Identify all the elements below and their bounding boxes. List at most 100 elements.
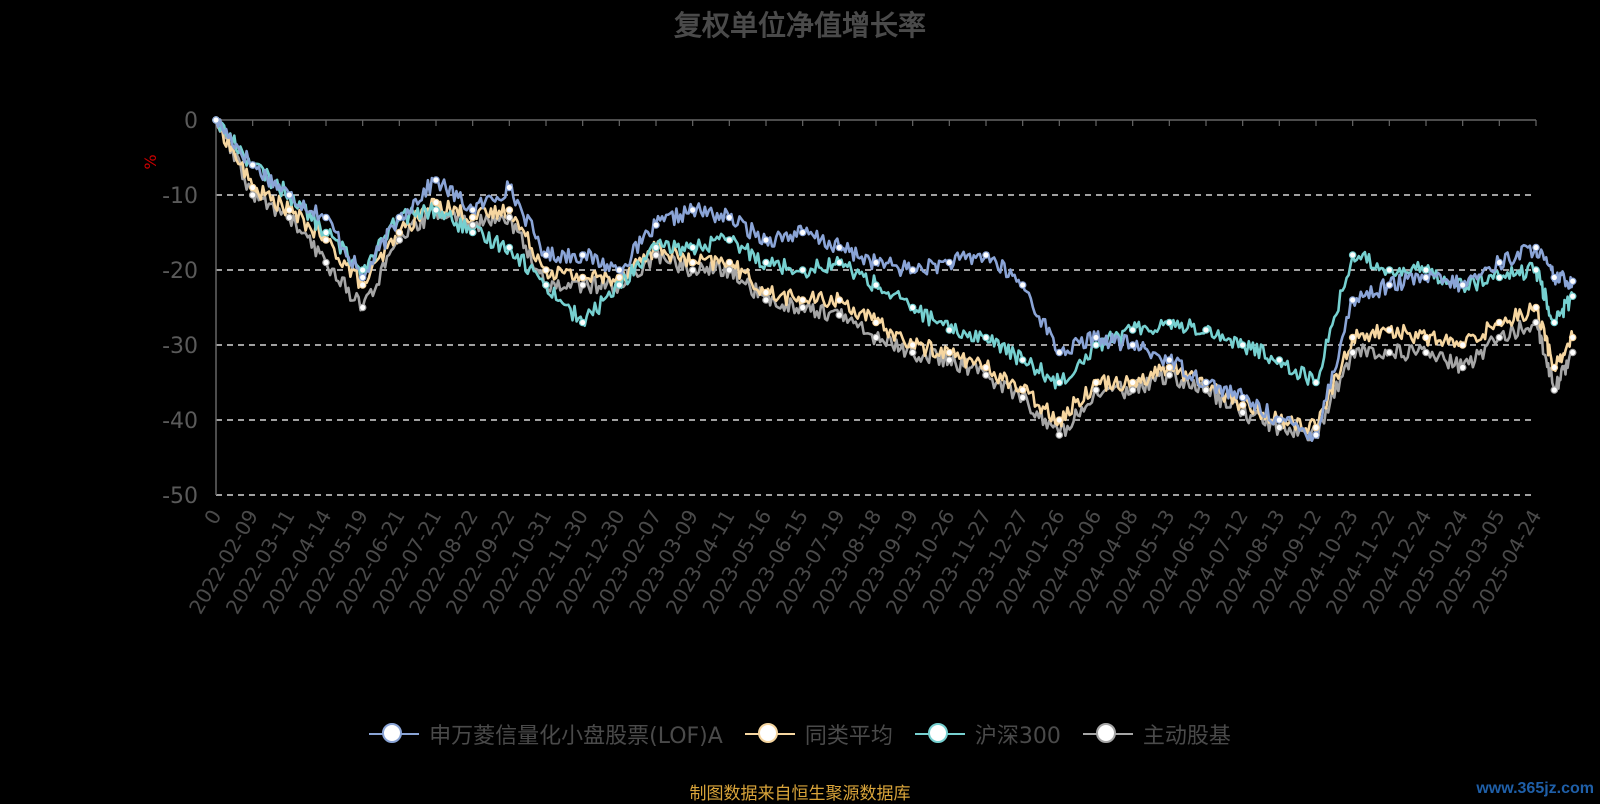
data-point xyxy=(248,183,257,192)
data-point xyxy=(982,371,990,379)
data-point xyxy=(652,243,660,252)
data-point xyxy=(322,236,330,244)
data-point xyxy=(1018,386,1027,394)
data-point xyxy=(1238,393,1247,402)
data-point xyxy=(1550,363,1559,372)
data-point xyxy=(872,258,880,267)
data-point xyxy=(835,296,844,304)
legend-item-peer-average[interactable]: 同类平均 xyxy=(744,718,893,750)
data-point xyxy=(578,251,587,259)
data-point xyxy=(248,161,257,169)
data-point xyxy=(1312,378,1320,387)
data-point xyxy=(798,303,807,312)
data-point xyxy=(1128,341,1137,349)
data-point xyxy=(872,318,880,327)
data-point xyxy=(1422,273,1430,282)
data-point xyxy=(1348,333,1357,342)
data-point xyxy=(762,288,770,297)
data-point xyxy=(615,281,624,289)
data-point xyxy=(945,258,954,267)
data-point xyxy=(725,266,734,274)
data-point xyxy=(1458,281,1467,289)
data-point xyxy=(1202,378,1210,387)
data-point xyxy=(652,251,660,259)
legend-item-fund[interactable]: 申万菱信量化小盘股票(LOF)A xyxy=(369,718,723,750)
legend-label: 主动股基 xyxy=(1142,724,1231,749)
y-tick-labels: 0 -10 -20 -30 -40 -50 xyxy=(162,109,198,509)
data-point xyxy=(505,206,514,214)
y-axis-unit-label: % xyxy=(141,154,160,169)
data-point xyxy=(1238,401,1247,409)
data-point xyxy=(322,213,330,222)
legend-swatch xyxy=(1082,722,1133,746)
data-point xyxy=(945,356,954,364)
data-point xyxy=(1165,363,1174,372)
legend-item-active-equity-funds[interactable]: 主动股基 xyxy=(1082,718,1231,750)
data-point xyxy=(212,116,220,124)
data-point xyxy=(835,311,844,319)
data-point xyxy=(1532,318,1540,327)
data-point xyxy=(1495,333,1504,342)
watermark: www.365jz.com xyxy=(1476,780,1594,797)
data-point xyxy=(1018,356,1027,364)
data-point xyxy=(1275,416,1284,424)
data-point xyxy=(688,243,697,252)
data-point xyxy=(982,333,990,342)
data-point xyxy=(982,251,990,259)
data-point xyxy=(542,251,550,259)
data-point xyxy=(1128,386,1137,394)
data-point xyxy=(762,236,770,244)
axes xyxy=(215,119,1537,495)
series-line xyxy=(214,118,1574,435)
data-point xyxy=(1165,318,1174,327)
legend-swatch xyxy=(369,722,420,746)
data-point xyxy=(688,206,697,214)
data-point xyxy=(1092,378,1100,387)
series-markers xyxy=(212,116,1577,439)
y-tick-label: 0 xyxy=(184,109,198,134)
data-point xyxy=(1532,303,1540,312)
data-point xyxy=(358,303,367,312)
data-point xyxy=(1422,333,1430,342)
data-point xyxy=(835,258,844,267)
data-point xyxy=(688,258,697,267)
data-point xyxy=(1550,273,1559,282)
data-point xyxy=(1458,341,1467,349)
data-point xyxy=(468,213,477,222)
chart-legend: 申万菱信量化小盘股票(LOF)A 同类平均 沪深300 主动股基 xyxy=(0,718,1600,750)
data-point xyxy=(1385,281,1394,289)
data-point xyxy=(872,281,880,289)
data-point xyxy=(1275,356,1284,364)
data-point xyxy=(1092,341,1100,349)
legend-swatch xyxy=(914,722,965,746)
data-point xyxy=(1055,348,1064,357)
y-tick-label: -40 xyxy=(162,409,198,434)
data-point xyxy=(982,363,990,372)
data-point xyxy=(798,266,807,274)
y-tick-label: -10 xyxy=(162,184,198,209)
data-point xyxy=(1385,266,1394,274)
data-point xyxy=(578,281,587,289)
data-point xyxy=(615,266,624,274)
data-point xyxy=(505,243,514,252)
data-point xyxy=(1550,318,1559,327)
data-point xyxy=(358,273,367,282)
data-point xyxy=(1568,333,1577,342)
data-point xyxy=(1348,296,1357,304)
data-point xyxy=(322,228,330,237)
data-point xyxy=(1238,341,1247,349)
data-point xyxy=(505,183,514,192)
data-point xyxy=(1092,333,1100,342)
data-point xyxy=(762,296,770,304)
data-point xyxy=(248,191,257,199)
data-point xyxy=(395,236,404,244)
data-point xyxy=(1202,386,1210,394)
data-point xyxy=(432,176,440,184)
data-point xyxy=(1568,348,1577,357)
legend-swatch xyxy=(744,722,795,746)
data-point xyxy=(1312,423,1320,432)
data-point xyxy=(468,221,477,229)
legend-item-csi300[interactable]: 沪深300 xyxy=(914,718,1061,750)
data-point xyxy=(1018,281,1027,289)
data-point xyxy=(1532,243,1540,252)
